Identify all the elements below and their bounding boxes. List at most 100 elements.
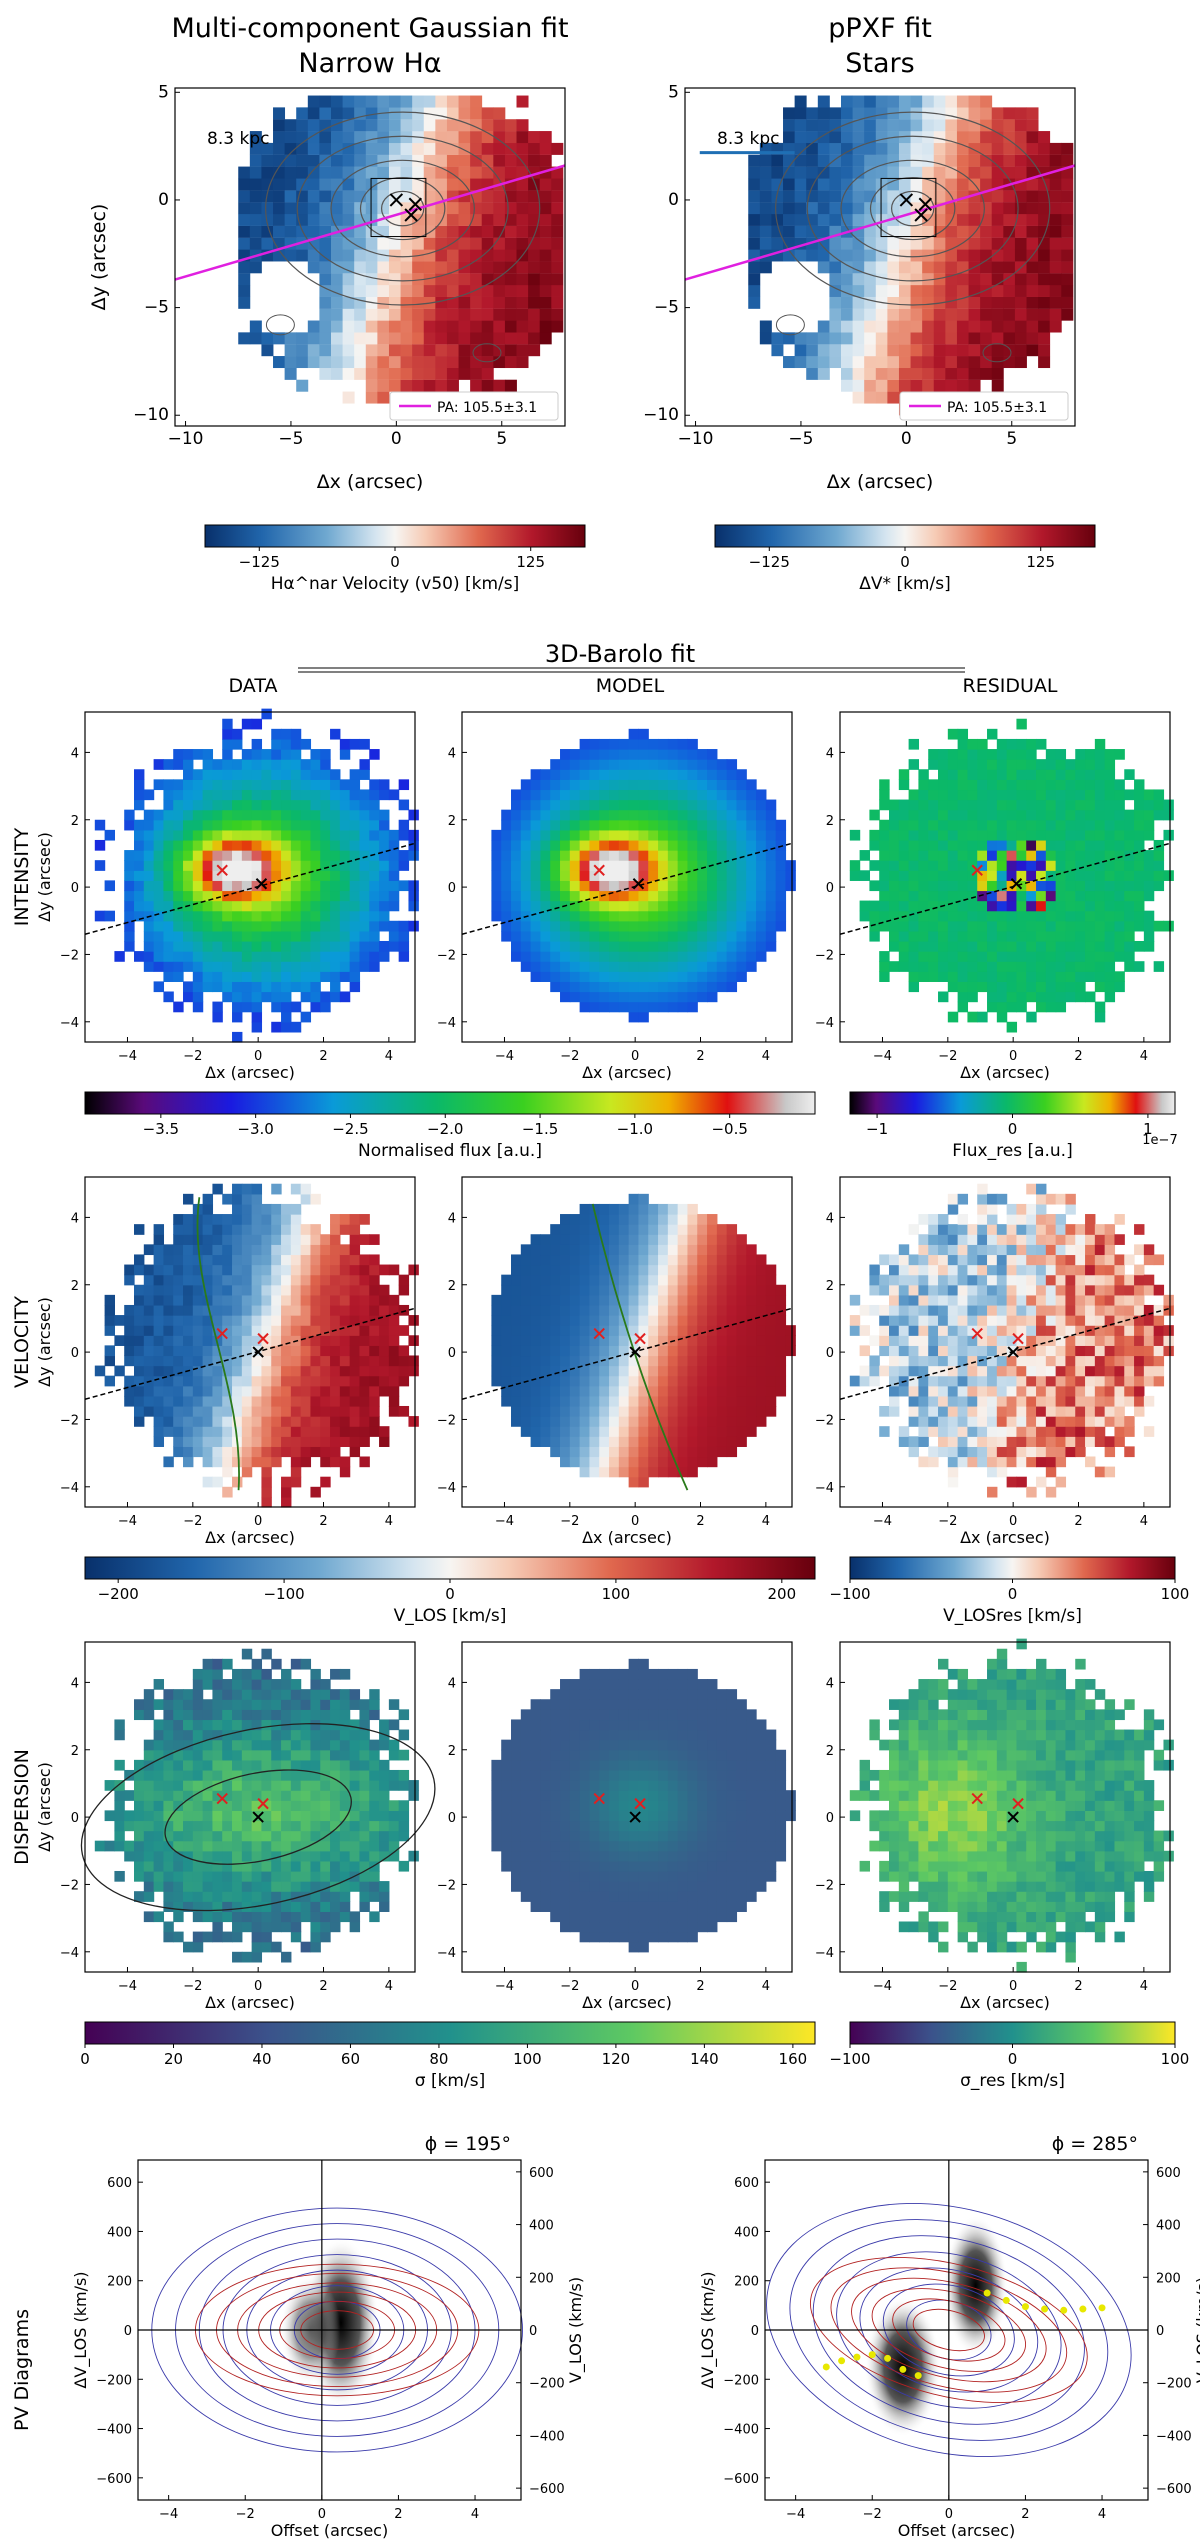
velocity-pixel <box>841 166 853 179</box>
map-pixel <box>918 940 929 952</box>
map-pixel <box>648 1224 659 1235</box>
map-pixel <box>359 789 370 801</box>
map-pixel <box>163 839 174 851</box>
map-pixel <box>579 1254 591 1266</box>
velocity-pixel <box>771 237 784 250</box>
map-pixel <box>918 1214 929 1225</box>
map-pixel <box>251 1355 263 1367</box>
map-pixel <box>569 850 581 861</box>
map-pixel <box>1045 951 1057 962</box>
map-pixel <box>726 1446 738 1458</box>
velocity-pixel <box>481 225 494 238</box>
map-pixel <box>320 769 331 780</box>
map-pixel <box>947 759 959 770</box>
map-pixel <box>271 1345 282 1357</box>
map-pixel <box>879 779 890 791</box>
map-pixel <box>987 880 998 892</box>
map-pixel <box>1026 930 1037 942</box>
velocity-pixel <box>400 284 413 297</box>
map-pixel <box>359 839 370 851</box>
map-pixel <box>599 738 610 750</box>
map-pixel <box>271 920 282 932</box>
map-pixel <box>599 890 610 902</box>
map-pixel <box>1006 930 1018 942</box>
velocity-pixel <box>829 249 842 262</box>
map-pixel <box>609 1416 620 1427</box>
map-pixel <box>232 1456 243 1468</box>
map-pixel <box>716 789 728 801</box>
map-pixel <box>579 1274 591 1286</box>
map-pixel <box>977 799 988 811</box>
map-pixel <box>398 1325 410 1336</box>
map-pixel <box>281 1385 292 1397</box>
map-pixel <box>163 930 174 942</box>
map-pixel <box>889 890 900 902</box>
velocity-pixel <box>528 142 541 155</box>
map-pixel <box>550 1224 561 1235</box>
velocity-pixel <box>898 367 911 380</box>
velocity-pixel <box>852 119 865 132</box>
map-pixel <box>530 1385 542 1397</box>
map-pixel <box>697 860 708 871</box>
map-pixel <box>589 839 600 851</box>
map-pixel <box>369 819 380 831</box>
map-pixel <box>232 829 243 841</box>
map-pixel <box>369 1325 380 1336</box>
map-pixel <box>330 870 341 881</box>
map-pixel <box>928 1365 939 1377</box>
velocity-pixel <box>1026 178 1039 191</box>
map-pixel <box>153 1234 165 1245</box>
map-pixel <box>736 1264 747 1276</box>
map-pixel <box>560 1304 571 1316</box>
map-pixel <box>697 1335 708 1346</box>
map-pixel <box>967 850 978 861</box>
velocity-pixel <box>887 332 900 345</box>
map-pixel <box>928 749 939 760</box>
map-pixel <box>707 1234 718 1245</box>
map-pixel <box>716 829 728 841</box>
map-pixel <box>726 940 738 952</box>
velocity-pixel <box>284 119 297 132</box>
map-pixel <box>1134 829 1145 841</box>
map-pixel <box>1055 900 1067 912</box>
map-pixel <box>271 1304 282 1316</box>
map-pixel <box>609 1203 620 1215</box>
map-pixel <box>271 769 282 780</box>
velocity-pixel <box>470 308 483 321</box>
map-pixel <box>369 1234 380 1245</box>
velocity-pixel <box>887 166 900 179</box>
map-pixel <box>736 940 747 952</box>
map-pixel <box>491 1294 502 1306</box>
map-pixel <box>222 1284 233 1296</box>
map-pixel <box>667 940 679 952</box>
map-pixel <box>628 1426 640 1437</box>
map-pixel <box>359 910 370 922</box>
map-pixel <box>349 1274 361 1286</box>
velocity-pixel <box>933 284 946 297</box>
map-pixel <box>716 940 728 952</box>
map-pixel <box>658 809 669 821</box>
map-pixel <box>628 1304 640 1316</box>
map-pixel <box>408 809 419 821</box>
map-pixel <box>290 728 302 740</box>
map-pixel <box>667 900 679 912</box>
map-pixel <box>628 961 640 972</box>
map-pixel <box>124 890 135 902</box>
map-pixel <box>628 991 640 1003</box>
velocity-pixel <box>783 237 796 250</box>
map-pixel <box>173 951 184 962</box>
map-pixel <box>212 951 223 962</box>
map-pixel <box>569 1335 581 1346</box>
map-pixel <box>889 1274 900 1286</box>
map-pixel <box>290 1274 302 1286</box>
map-pixel <box>765 910 777 922</box>
map-pixel <box>765 860 777 871</box>
map-pixel <box>697 779 708 791</box>
map-pixel <box>996 809 1008 821</box>
map-pixel <box>938 870 949 881</box>
map-pixel <box>222 1335 233 1346</box>
map-pixel <box>560 860 571 871</box>
map-pixel <box>398 951 410 962</box>
map-pixel <box>359 951 370 962</box>
map-pixel <box>339 850 351 861</box>
